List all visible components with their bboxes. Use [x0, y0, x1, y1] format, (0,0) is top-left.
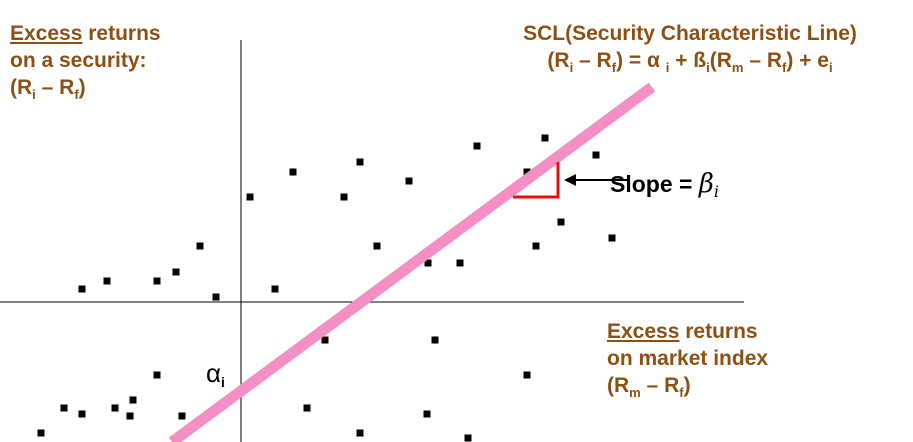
scatter-point	[340, 193, 348, 201]
beta-symbol: β	[698, 169, 714, 199]
scl-eq-c: ) = α	[616, 49, 666, 72]
y-axis-formula-sub-i: i	[32, 87, 36, 102]
y-axis-formula-sub-f: f	[74, 87, 79, 102]
y-axis-label-line1: returns	[82, 22, 161, 45]
scatter-point	[289, 168, 297, 176]
y-axis-label-underlined: Excess	[10, 22, 83, 45]
scl-eq-sub-i1: i	[569, 60, 574, 75]
scatter-point	[103, 277, 111, 285]
alpha-symbol: α	[206, 358, 222, 388]
scatter-point	[557, 218, 565, 226]
scl-title: SCL(Security Characteristic Line)	[523, 22, 857, 45]
y-axis-formula-a: (R	[10, 76, 33, 99]
scl-eq-f: – R	[743, 49, 782, 72]
x-axis-formula-a: (R	[607, 374, 630, 397]
scatter-point	[172, 268, 180, 276]
scl-eq-d: + ß	[669, 49, 707, 72]
scatter-point	[111, 404, 119, 412]
x-axis-formula-c: )	[683, 374, 691, 397]
x-axis-label-line1: returns	[679, 320, 758, 343]
scatter-points	[37, 134, 616, 442]
scatter-point	[196, 242, 204, 250]
scatter-point	[373, 242, 381, 250]
scatter-point	[271, 285, 279, 293]
scatter-point	[303, 404, 311, 412]
scl-eq-sub-i3: i	[706, 60, 710, 75]
scatter-point	[473, 142, 481, 150]
y-axis-label-line2: on a security:	[10, 49, 147, 72]
scl-eq-sub-i4: i	[828, 60, 833, 75]
x-axis-formula-sub-f: f	[679, 385, 684, 400]
x-axis-label-underlined: Excess	[607, 320, 680, 343]
scatter-point	[456, 259, 464, 267]
scatter-point	[523, 168, 531, 176]
scl-equation: (Ri – Rf) = α i + ßi(Rm – Rf) + ei	[474, 47, 906, 74]
scl-eq-b: – R	[573, 49, 612, 72]
slope-marker	[513, 162, 560, 199]
scl-label: SCL(Security Characteristic Line) (Ri – …	[474, 20, 906, 74]
scatter-point	[212, 293, 220, 301]
x-axis-formula-b: – R	[640, 374, 680, 397]
y-axis-formula-c: )	[78, 76, 86, 99]
scatter-point	[126, 412, 134, 420]
scatter-point	[78, 285, 86, 293]
alpha-label: αi	[206, 358, 225, 390]
scatter-point	[592, 151, 600, 159]
y-axis-formula-b: – R	[35, 76, 75, 99]
scl-eq-g: ) + e	[786, 49, 829, 72]
scatter-point	[424, 259, 432, 267]
scatter-point	[129, 396, 137, 404]
scatter-point	[405, 177, 413, 185]
scatter-point	[246, 193, 254, 201]
slope-label: Slope = βi	[610, 169, 719, 201]
scl-eq-sub-i2: i	[665, 60, 670, 75]
scl-eq-sub-f1: f	[611, 60, 617, 75]
scl-eq-sub-m: m	[731, 60, 744, 75]
scatter-point	[153, 371, 161, 379]
scatter-point	[532, 242, 540, 250]
scatter-point	[37, 429, 45, 437]
scatter-point	[78, 410, 86, 418]
scatter-point	[178, 412, 186, 420]
scatter-point	[153, 277, 161, 285]
scatter-point	[356, 429, 364, 437]
scl-eq-a: (R	[547, 49, 570, 72]
y-axis-label: Excess returns on a security: (Ri – Rf)	[10, 20, 161, 101]
scl-eq-sub-f2: f	[782, 60, 787, 75]
scatter-point	[523, 371, 531, 379]
scatter-point	[423, 410, 431, 418]
scatter-point	[60, 404, 68, 412]
x-axis-label: Excess returns on market index (Rm – Rf)	[607, 318, 768, 399]
scatter-point	[541, 134, 549, 142]
x-axis-label-line2: on market index	[607, 347, 769, 370]
scatter-point	[431, 336, 439, 344]
scatter-point	[464, 434, 472, 442]
x-axis-formula-sub-m: m	[629, 385, 641, 400]
slope-arrow-head	[564, 174, 576, 186]
scatter-point	[608, 234, 616, 242]
scatter-point	[321, 336, 329, 344]
scl-eq-e: (R	[709, 49, 732, 72]
alpha-sub: i	[221, 374, 225, 390]
scatter-point	[356, 158, 364, 166]
scl-line	[168, 82, 656, 442]
beta-sub: i	[713, 182, 719, 201]
slope-text: Slope =	[610, 171, 699, 197]
